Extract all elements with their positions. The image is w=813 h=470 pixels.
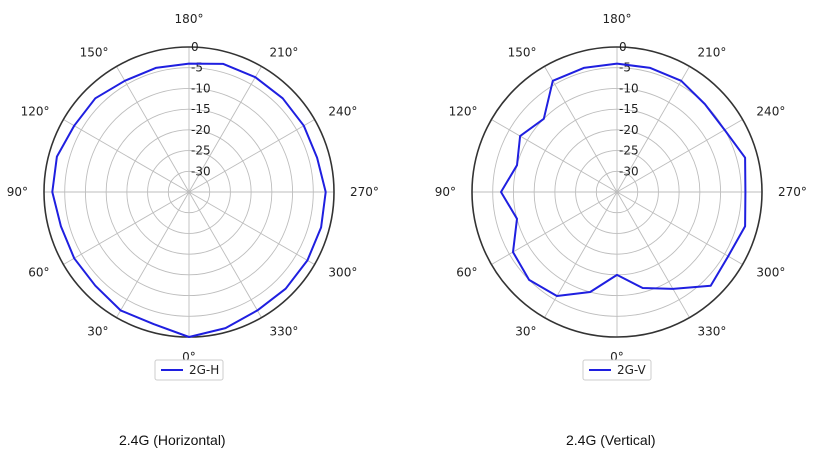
chart-panel-horizontal: 0 -5 -10 -15 -20 -25 -30 0° 30° 60° 90° 120° 150° 180… (0, 0, 406, 470)
r-tick-label: -10 (619, 81, 639, 95)
chart-caption: 2.4G (Horizontal) (119, 432, 226, 448)
r-tick-label: -15 (191, 102, 211, 116)
r-tick-label: -25 (619, 144, 639, 158)
angle-tick-label: 300° (756, 266, 785, 280)
legend-label: 2G-V (617, 363, 647, 377)
grid-spoke (544, 66, 618, 193)
angle-tick-label: 240° (756, 105, 785, 119)
angle-tick-label: 210° (698, 46, 727, 60)
r-tick-label: 0 (619, 40, 627, 54)
grid-spoke (544, 191, 618, 318)
grid-spoke (63, 119, 190, 193)
grid-spoke (616, 66, 690, 193)
chart-caption: 2.4G (Vertical) (566, 432, 656, 448)
legend-box (582, 359, 652, 381)
r-tick-label: -30 (191, 164, 211, 178)
angle-tick-label: 180° (175, 12, 204, 26)
angle-tick-label: 30° (87, 324, 108, 338)
legend-label: 2G-H (189, 363, 219, 377)
series-line (500, 62, 747, 297)
grid-spoke (116, 191, 190, 318)
polar-chart-vertical: 0-5-10-15-20-25-300°30°60°90°120°150°180… (435, 12, 807, 381)
grid-spoke (63, 191, 190, 265)
grid-spoke (616, 119, 743, 193)
angle-tick-label: 90° (7, 185, 28, 199)
angle-tick-label: 270° (778, 185, 807, 199)
angle-tick-label: 300° (328, 266, 357, 280)
angle-tick-label: 330° (698, 324, 727, 338)
angle-tick-label: 90° (435, 185, 456, 199)
angle-tick-label: 60° (28, 266, 49, 280)
angle-tick-label: 30° (515, 324, 536, 338)
legend-box (154, 359, 224, 381)
polar-frame (471, 46, 763, 338)
grid-spoke (116, 66, 190, 193)
angle-tick-label: 270° (350, 185, 379, 199)
grid-spoke (188, 191, 315, 265)
angle-tick-label: 210° (270, 46, 299, 60)
r-tick-label: -30 (619, 164, 639, 178)
chart-panel-vertical: 0 -5 -10 -15 -20 -25 -30 0° 30° 60° 90° 120° 150° 180… (406, 0, 813, 470)
grid-spoke (188, 119, 315, 193)
angle-tick-label: 60° (456, 266, 477, 280)
angle-tick-label: 150° (508, 46, 537, 60)
r-tick-label: -20 (619, 123, 639, 137)
grid-spoke (188, 191, 262, 318)
angle-tick-label: 240° (328, 105, 357, 119)
r-tick-label: -20 (191, 123, 211, 137)
r-tick-label: -15 (619, 102, 639, 116)
angle-tick-label: 120° (449, 105, 478, 119)
polar-chart-horizontal: 0-5-10-15-20-25-300°30°60°90°120°150°180… (7, 12, 379, 381)
grid-spoke (491, 191, 618, 265)
r-tick-label: -5 (619, 61, 631, 75)
angle-tick-label: 150° (80, 46, 109, 60)
grid-spoke (188, 66, 262, 193)
angle-tick-label: 180° (603, 12, 632, 26)
grid-spoke (616, 191, 690, 318)
r-tick-label: -25 (191, 144, 211, 158)
r-tick-label: -5 (191, 61, 203, 75)
angle-tick-label: 330° (270, 324, 299, 338)
grid-spoke (491, 119, 618, 193)
grid-spoke (616, 191, 743, 265)
r-tick-label: 0 (191, 40, 199, 54)
r-tick-label: -10 (191, 81, 211, 95)
angle-tick-label: 120° (21, 105, 50, 119)
